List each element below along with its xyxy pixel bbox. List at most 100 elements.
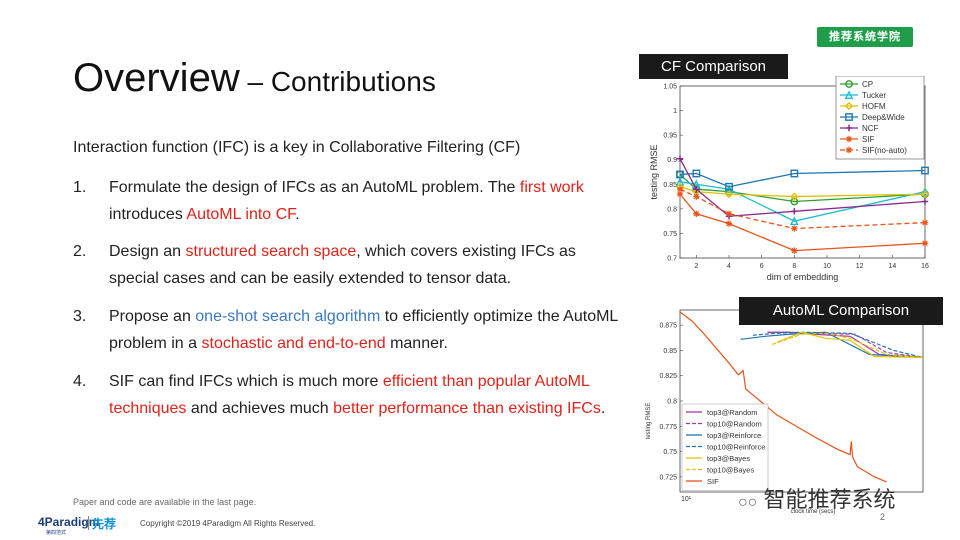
- legend-label: top3@Random: [707, 408, 758, 417]
- data-point: [790, 216, 799, 225]
- y-tick-label: 0.85: [663, 182, 677, 189]
- series-line: [679, 186, 926, 198]
- legend-label: top10@Reinforce: [707, 443, 765, 452]
- item-text-segment: , which covers existing IFCs as special …: [109, 243, 576, 287]
- item-number: 4.: [73, 373, 87, 390]
- series-top10-random: [767, 331, 924, 359]
- highlight-text: one-shot search algorithm: [195, 308, 381, 325]
- highlight-text: stochastic and end-to-end: [201, 335, 386, 352]
- brand-badge: 推荐系统学院: [817, 27, 913, 47]
- highlight-text: efficient than popular AutoML techniques: [109, 373, 590, 417]
- x-tick-label: 10¹: [681, 496, 692, 503]
- legend: top3@Random top10@Random top3@Reinforce top…: [681, 403, 769, 491]
- data-point: [791, 225, 798, 232]
- legend-label: SIF(no-auto): [862, 146, 907, 155]
- data-point: [725, 182, 733, 191]
- legend-label: top10@Bayes: [707, 466, 754, 475]
- data-point: [693, 186, 700, 193]
- series-line: [679, 188, 926, 230]
- y-tick-label: 0.9: [667, 157, 677, 164]
- highlight-text: better performance than existing IFCs: [333, 400, 601, 417]
- wechat-icon: ○○: [738, 494, 758, 511]
- data-point: [725, 210, 733, 217]
- legend-label: HOFM: [862, 102, 886, 111]
- data-point: [921, 240, 929, 247]
- data-point: [676, 190, 684, 198]
- data-point: [844, 90, 854, 99]
- data-point: [845, 113, 853, 121]
- legend-label: Tucker: [862, 91, 886, 100]
- series-sif: [676, 190, 929, 254]
- legend-label: top3@Reinforce: [707, 431, 761, 440]
- data-point: [693, 210, 700, 217]
- x-tick-label: 8: [792, 263, 796, 270]
- y-tick-label: 0.825: [659, 373, 677, 380]
- contribution-item-1: 1. Formulate the design of IFCs as an Aut…: [73, 174, 618, 228]
- y-tick-label: 0.95: [663, 133, 677, 140]
- item-text-segment: Formulate the design of IFCs as an AutoM…: [109, 179, 520, 196]
- data-point: [921, 198, 929, 205]
- x-tick-label: 12: [856, 263, 864, 270]
- x-tick-label: 6: [760, 263, 764, 270]
- x-axis-label: dim of embedding: [767, 272, 839, 282]
- slide-title: Overview – Contributions: [73, 56, 436, 101]
- legend-box: [681, 403, 769, 491]
- wechat-watermark: ○○ 智能推荐系统: [738, 482, 895, 514]
- data-point: [676, 170, 684, 179]
- data-point: [676, 186, 684, 193]
- x-tick-label: 14: [888, 263, 896, 270]
- data-point: [724, 184, 734, 194]
- xianjian-logo: 先荐: [92, 517, 117, 531]
- data-point: [724, 189, 734, 199]
- cf-chart-label: CF Comparison: [639, 54, 788, 79]
- item-text-segment: introduces: [109, 206, 187, 223]
- data-point: [845, 124, 853, 132]
- series-deep-wide: [676, 166, 929, 191]
- series-line: [679, 181, 926, 222]
- item-text-segment: .: [600, 400, 606, 417]
- data-point: [790, 192, 799, 201]
- data-point: [692, 169, 701, 178]
- logo-divider: [88, 516, 89, 530]
- item-text-segment: .: [295, 206, 300, 223]
- footnote: Paper and code are available in the last…: [73, 497, 257, 507]
- data-point: [791, 208, 798, 215]
- legend-label: Deep&Wide: [862, 113, 905, 122]
- item-text: Design an structured search space, which…: [109, 238, 618, 292]
- y-tick-label: 0.725: [659, 474, 677, 481]
- highlight-text: structured search space: [185, 243, 357, 260]
- data-point: [676, 155, 684, 162]
- data-point: [790, 197, 799, 206]
- data-point: [675, 177, 685, 186]
- legend-label: CP: [862, 80, 873, 89]
- contribution-item-4: 4. SIF can find IFCs which is much more e…: [73, 368, 618, 422]
- item-number: 3.: [73, 308, 87, 325]
- data-point: [921, 166, 929, 175]
- y-tick-label: 0.775: [659, 424, 677, 431]
- series-sif-no-auto-: [676, 186, 929, 232]
- data-point: [844, 101, 854, 111]
- series-line: [767, 331, 924, 359]
- y-tick-label: 0.75: [663, 449, 677, 456]
- legend-label: SIF: [862, 135, 875, 144]
- legend-label: top10@Random: [707, 420, 762, 429]
- data-point: [921, 219, 929, 226]
- series-top10-bayes: [772, 332, 924, 359]
- data-point: [725, 220, 733, 227]
- series-line: [776, 331, 924, 359]
- series-line: [679, 169, 926, 188]
- x-tick-label: 16: [921, 263, 929, 270]
- item-text-segment: manner.: [385, 335, 448, 352]
- y-tick-label: 1.05: [663, 84, 677, 91]
- series-tucker: [675, 177, 930, 225]
- y-tick-label: 0.85: [663, 348, 677, 355]
- data-point: [845, 135, 853, 143]
- y-tick-label: 0.8: [667, 399, 677, 406]
- page-number: 2: [880, 512, 886, 522]
- data-point: [845, 80, 853, 88]
- automl-comparison-chart: 0.725 0.75 0.775 0.8 0.825 0.85 0.875 10¹ clock …: [646, 309, 924, 515]
- title-subtitle: – Contributions: [239, 66, 436, 97]
- item-text: SIF can find IFCs which is much more eff…: [109, 368, 618, 422]
- y-tick-label: 0.7: [667, 256, 677, 263]
- legend-label: SIF: [707, 477, 719, 486]
